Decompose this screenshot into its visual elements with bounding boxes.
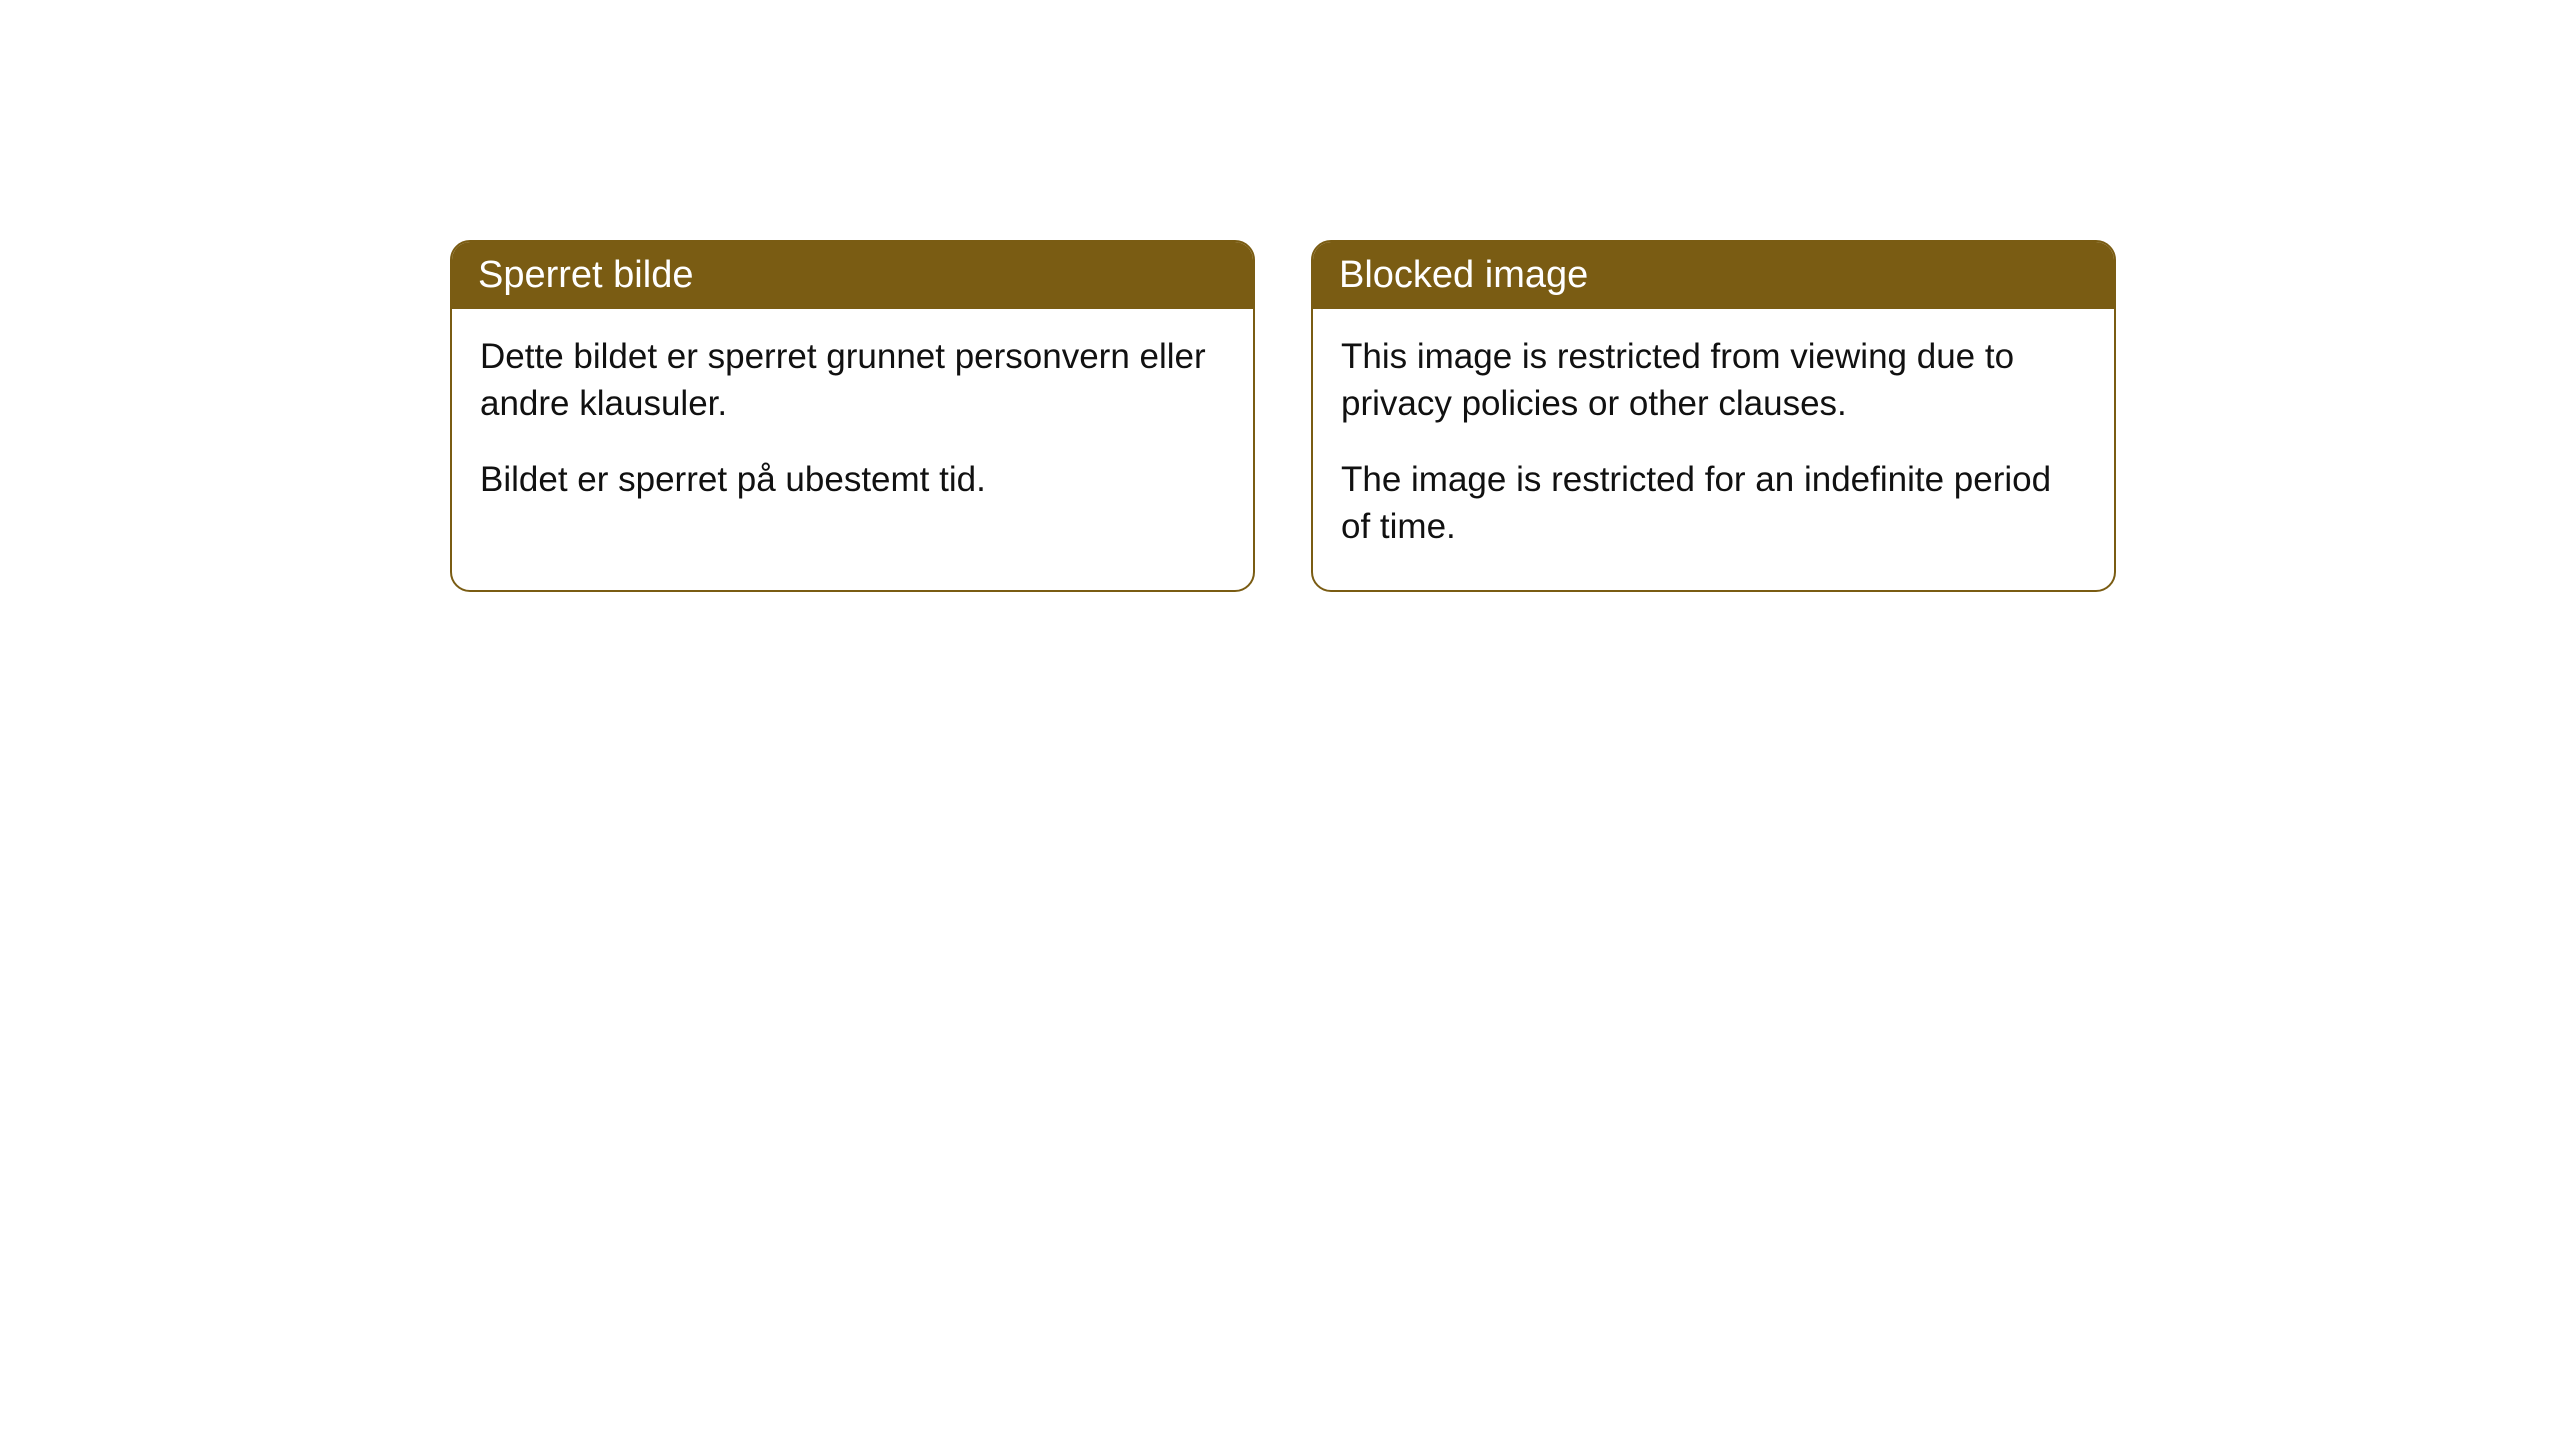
notice-paragraph-2: Bildet er sperret på ubestemt tid. [480, 456, 1225, 503]
notice-body: Dette bildet er sperret grunnet personve… [452, 309, 1253, 543]
notice-header: Sperret bilde [452, 242, 1253, 309]
notice-paragraph-2: The image is restricted for an indefinit… [1341, 456, 2086, 551]
notice-body: This image is restricted from viewing du… [1313, 309, 2114, 590]
notice-card-english: Blocked image This image is restricted f… [1311, 240, 2116, 592]
notice-paragraph-1: This image is restricted from viewing du… [1341, 333, 2086, 428]
notice-container: Sperret bilde Dette bildet er sperret gr… [450, 240, 2116, 592]
notice-header: Blocked image [1313, 242, 2114, 309]
notice-card-norwegian: Sperret bilde Dette bildet er sperret gr… [450, 240, 1255, 592]
notice-paragraph-1: Dette bildet er sperret grunnet personve… [480, 333, 1225, 428]
